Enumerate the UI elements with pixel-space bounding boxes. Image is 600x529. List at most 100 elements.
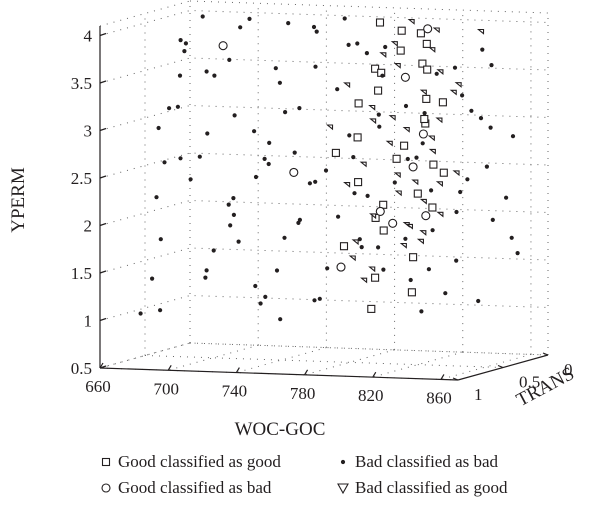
legend-label: Good classified as bad — [118, 478, 272, 497]
data-point — [357, 237, 362, 242]
data-point — [297, 217, 302, 222]
legend-label: Bad classified as good — [355, 478, 508, 497]
data-point — [178, 156, 183, 161]
data-point — [238, 25, 243, 30]
data-point — [228, 223, 233, 228]
data-point — [369, 118, 377, 125]
yaxis-tick-label: 1 — [474, 385, 483, 404]
data-point — [182, 49, 187, 54]
data-point — [504, 195, 509, 200]
data-point — [204, 69, 209, 74]
data-point — [476, 298, 481, 304]
data-point — [388, 115, 396, 121]
data-point — [188, 177, 193, 182]
zaxis-tick-label: 1.5 — [71, 264, 92, 283]
data-point — [365, 193, 370, 198]
data-point — [317, 296, 322, 301]
data-point — [420, 141, 425, 146]
data-point — [449, 89, 457, 96]
data-point — [407, 19, 415, 25]
data-point — [203, 275, 208, 280]
data-point — [158, 237, 163, 242]
zaxis-tick-label: 3.5 — [71, 74, 92, 93]
data-point — [178, 38, 183, 43]
data-point — [336, 262, 346, 272]
data-point — [211, 248, 216, 253]
data-point — [379, 226, 388, 235]
data-point — [429, 160, 438, 169]
legend: Good classified as good Bad classified as… — [101, 452, 508, 497]
grid-line-z — [99, 294, 549, 321]
data-point — [392, 180, 397, 185]
data-point — [177, 73, 183, 78]
yaxis-tick — [497, 364, 504, 369]
data-point — [231, 196, 236, 201]
xaxis-tick-label: 660 — [85, 377, 111, 396]
data-point — [469, 108, 474, 113]
zaxis-tick-label: 4 — [84, 27, 93, 46]
data-point — [439, 168, 448, 177]
data-point — [307, 181, 312, 186]
data-point — [369, 213, 377, 220]
data-point — [342, 16, 347, 21]
data-point — [413, 189, 422, 198]
data-point — [422, 111, 427, 116]
data-point — [175, 104, 180, 109]
data-point — [380, 73, 385, 78]
data-point — [419, 230, 427, 236]
grid-line-z — [99, 342, 549, 369]
data-point — [354, 99, 363, 108]
data-point — [343, 82, 351, 89]
data-point — [430, 228, 435, 233]
data-point — [364, 51, 369, 56]
data-point — [443, 291, 448, 296]
data-point — [282, 235, 287, 240]
data-point — [314, 29, 319, 34]
xaxis-tick-label: 820 — [358, 386, 384, 405]
data-point — [414, 155, 419, 160]
data-point — [376, 112, 381, 117]
data-point — [231, 212, 236, 217]
data-point — [381, 267, 386, 272]
data-point — [352, 191, 357, 196]
grid-line-z — [99, 247, 549, 274]
data-point — [423, 24, 433, 34]
data-point — [278, 317, 283, 322]
data-point — [354, 178, 363, 187]
data-point — [267, 140, 272, 145]
data-point — [421, 211, 431, 221]
data-point — [377, 124, 382, 129]
data-point — [411, 179, 419, 186]
data-point — [277, 80, 282, 85]
grid-line-x-floor — [168, 344, 259, 371]
data-point — [452, 170, 460, 177]
data-point — [428, 148, 436, 155]
data-point — [297, 106, 302, 111]
data-point — [197, 154, 202, 159]
xaxis-tick — [304, 369, 309, 376]
data-point — [367, 304, 376, 313]
data-point — [397, 26, 406, 35]
data-point — [420, 114, 429, 124]
yaxis-tick-label: 0 — [564, 360, 573, 379]
data-point — [509, 235, 514, 240]
data-point — [399, 242, 407, 249]
data-point — [339, 242, 349, 251]
zaxis-tick — [99, 222, 107, 227]
data-point — [375, 18, 385, 27]
data-point — [423, 65, 432, 74]
data-point — [343, 182, 351, 188]
data-point — [436, 69, 444, 75]
data-point — [252, 129, 257, 134]
data-point — [200, 14, 205, 19]
zaxis-tick — [99, 80, 107, 84]
zaxis-tick-label: 3 — [84, 122, 93, 141]
grid-line-z — [99, 152, 549, 179]
data-point — [286, 21, 291, 26]
series-square — [331, 18, 448, 313]
xaxis-tick — [235, 367, 240, 373]
data-point — [313, 179, 318, 184]
data-point — [438, 98, 447, 107]
labels-layer: 0.5 1 1.5 2 2.5 3 3.5 4 660 700 740 780 820 860 0 0.5 1 Y… — [8, 27, 578, 441]
